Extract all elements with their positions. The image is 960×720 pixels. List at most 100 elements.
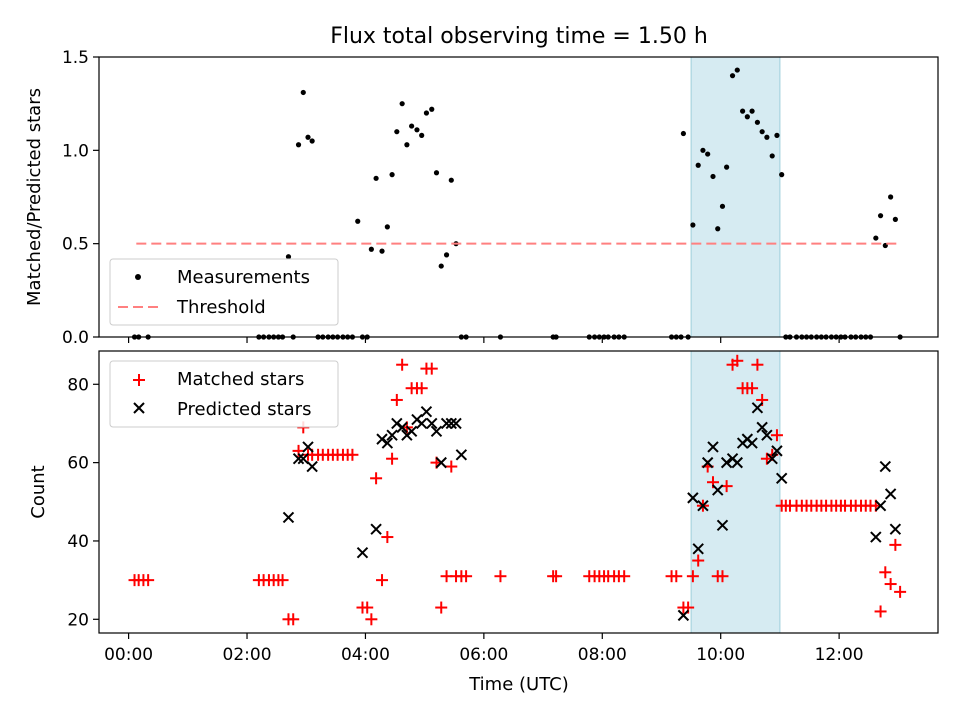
measurement-point [695, 162, 701, 168]
top-y-tick-label: 1.5 [62, 48, 89, 68]
matched-star-point [396, 358, 409, 371]
legend-predicted-marker [133, 402, 145, 414]
predicted-star-point [396, 421, 408, 434]
measurement-point [705, 151, 711, 157]
predicted-star-point [771, 445, 783, 457]
bottom-y-tick-label: 40 [67, 532, 89, 552]
predicted-star-point [775, 472, 788, 484]
predicted-star-point [701, 456, 714, 469]
measurement-point [295, 142, 302, 148]
predicted-star-point [455, 449, 468, 461]
x-axis-label: Time (UTC) [468, 674, 569, 695]
predicted-star-point [687, 492, 699, 504]
x-tick-label: 06:00 [459, 645, 508, 665]
bottom-y-ticks: 20 40 60 80 [67, 375, 99, 630]
matched-star-point [550, 570, 563, 583]
x-tick-label: 02:00 [223, 645, 272, 665]
measurement-point [764, 134, 770, 140]
bottom-y-tick-label: 20 [67, 610, 89, 630]
top-y-tick-label: 0.5 [62, 235, 89, 255]
x-tick-label: 12:00 [815, 645, 864, 665]
matched-star-point [731, 354, 744, 367]
bottom-axes-frame [98, 350, 939, 634]
measurement-point [404, 142, 410, 148]
matched-star-point [287, 613, 300, 626]
measurement-point [749, 108, 755, 114]
bottom-legend: Matched stars Predicted stars [109, 360, 339, 428]
predicted-star-point [381, 437, 394, 449]
measurement-point [433, 170, 440, 176]
top-axes-frame [98, 56, 939, 338]
predicted-star-point [761, 429, 773, 441]
measurement-point [740, 108, 746, 114]
bottom-x-ticks: 00:00 02:00 04:00 06:00 08:00 10:00 12:00 [104, 633, 864, 665]
matched-star-point [874, 605, 887, 618]
measurement-point [877, 213, 884, 219]
measurement-point [384, 224, 390, 230]
predicted-star-point [445, 417, 458, 430]
measurement-point [309, 138, 315, 144]
predicted-star-point [370, 523, 382, 535]
matched-star-point [376, 574, 389, 587]
predicted-star-point [716, 519, 729, 531]
predicted-star-point [766, 453, 778, 465]
predicted-star-point [415, 417, 428, 430]
predicted-star-point [435, 456, 447, 469]
matched-star-point [425, 362, 438, 375]
measurement-point [399, 101, 405, 107]
measurement-point [355, 218, 361, 224]
measurement-point [305, 134, 311, 140]
measurement-point [710, 173, 716, 180]
matched-star-point [361, 601, 374, 614]
x-tick-label: 04:00 [341, 645, 390, 665]
matched-star-point [370, 472, 383, 485]
measurement-point [368, 246, 374, 252]
top-y-ticks: 0.0 0.5 1.0 1.5 [62, 48, 99, 348]
predicted-star-point [746, 437, 758, 449]
predicted-star-point [707, 441, 719, 453]
matched-star-point [692, 554, 705, 567]
top-panel: 0.0 0.5 1.0 1.5 Matched/Predicted stars Mea… [24, 48, 939, 348]
measurement-point [769, 153, 775, 159]
x-tick-label: 08:00 [578, 645, 627, 665]
measurement-point [285, 254, 292, 260]
measurement-point [373, 175, 379, 181]
legend-threshold-label: Threshold [176, 297, 266, 318]
predicted-star-point [450, 417, 462, 430]
predicted-star-point [306, 460, 318, 473]
measurement-point [414, 127, 420, 133]
predicted-star-point [751, 402, 764, 414]
matched-star-point [894, 585, 907, 598]
predicted-star-point [756, 421, 768, 434]
matched-star-point [390, 393, 403, 406]
predicted-star-point [697, 500, 709, 512]
measurement-point [719, 203, 726, 209]
matched-star-point [879, 566, 892, 579]
predicted-star-point [292, 453, 305, 465]
matched-stars-points [128, 354, 907, 626]
predicted-star-point [386, 429, 398, 441]
legend-matched-marker [133, 374, 145, 386]
matched-star-point [746, 382, 759, 395]
predicted-star-point [712, 484, 724, 496]
predicted-star-point [731, 456, 743, 469]
matched-star-point [365, 613, 378, 626]
measurement-point [774, 132, 780, 138]
legend-predicted-label: Predicted stars [177, 399, 311, 420]
matched-star-point [494, 570, 507, 583]
matched-star-point [460, 570, 473, 583]
measurement-point [680, 130, 686, 137]
measurement-point [744, 114, 750, 120]
matched-star-point [686, 570, 699, 583]
measurement-point [729, 73, 736, 79]
predicted-star-point [356, 547, 369, 559]
predicted-star-point [420, 406, 433, 418]
measurement-point [724, 164, 730, 170]
measurement-point [759, 129, 765, 135]
measurement-point [448, 177, 454, 183]
top-y-tick-label: 0.0 [62, 328, 89, 348]
legend-matched-label: Matched stars [177, 369, 304, 390]
predicted-star-point [430, 425, 443, 437]
measurement-point [394, 129, 400, 135]
predicted-star-point [282, 511, 295, 524]
